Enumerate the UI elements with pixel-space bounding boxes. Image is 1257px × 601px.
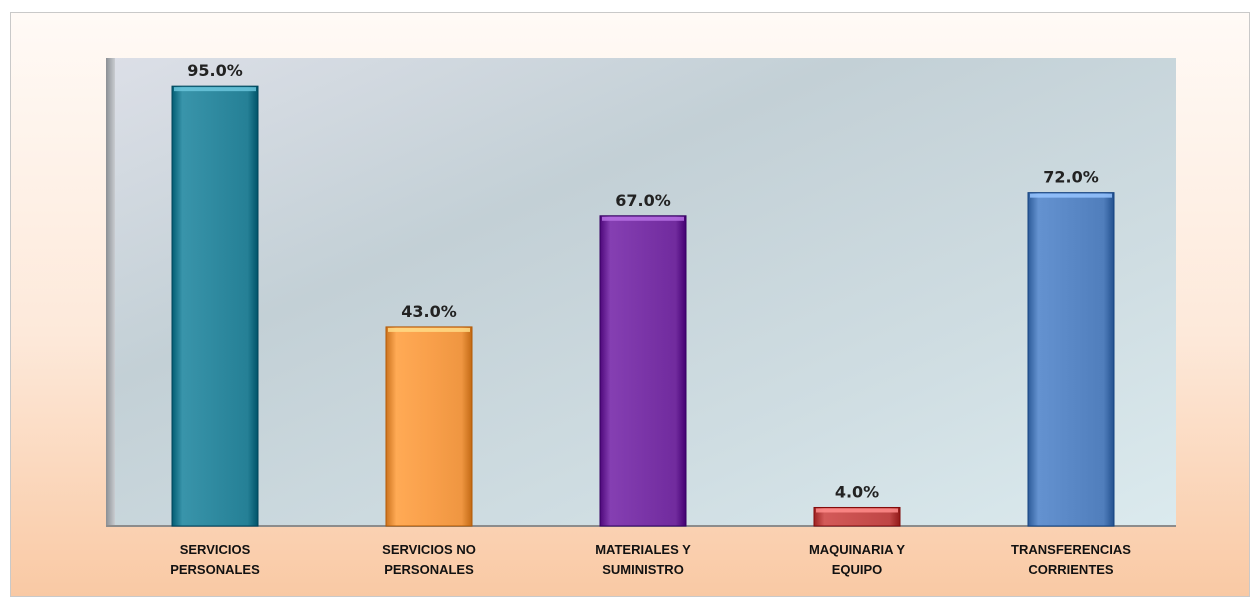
bar-top-highlight: [1030, 193, 1112, 198]
category-label: MAQUINARIA Y: [809, 542, 905, 557]
plot-left-wall: [106, 58, 115, 526]
category-label: CORRIENTES: [1028, 562, 1114, 577]
category-label: EQUIPO: [832, 562, 883, 577]
bar-top-highlight: [816, 508, 898, 513]
data-label: 67.0%: [615, 191, 671, 210]
category-label: PERSONALES: [170, 562, 260, 577]
bar-1: [171, 85, 259, 527]
data-label: 43.0%: [401, 302, 457, 321]
bar-top-highlight: [388, 327, 470, 332]
bar-top-highlight: [174, 87, 256, 92]
bar-3: [599, 215, 687, 527]
data-label: 4.0%: [835, 482, 879, 501]
bar-top-highlight: [602, 216, 684, 221]
category-label: SUMINISTRO: [602, 562, 684, 577]
data-label: 95.0%: [187, 61, 243, 80]
data-label: 72.0%: [1043, 168, 1099, 187]
category-label: SERVICIOS: [180, 542, 251, 557]
bars-group: 95.0% SERVICIOS PERSONALES 43.0% SERVICIOS N…: [170, 61, 1131, 577]
category-label: PERSONALES: [384, 562, 474, 577]
category-label: MATERIALES Y: [595, 542, 691, 557]
category-label: TRANSFERENCIAS: [1011, 542, 1131, 557]
category-label: SERVICIOS NO: [382, 542, 476, 557]
bar-5: [1027, 192, 1115, 527]
bar-2: [385, 326, 473, 527]
